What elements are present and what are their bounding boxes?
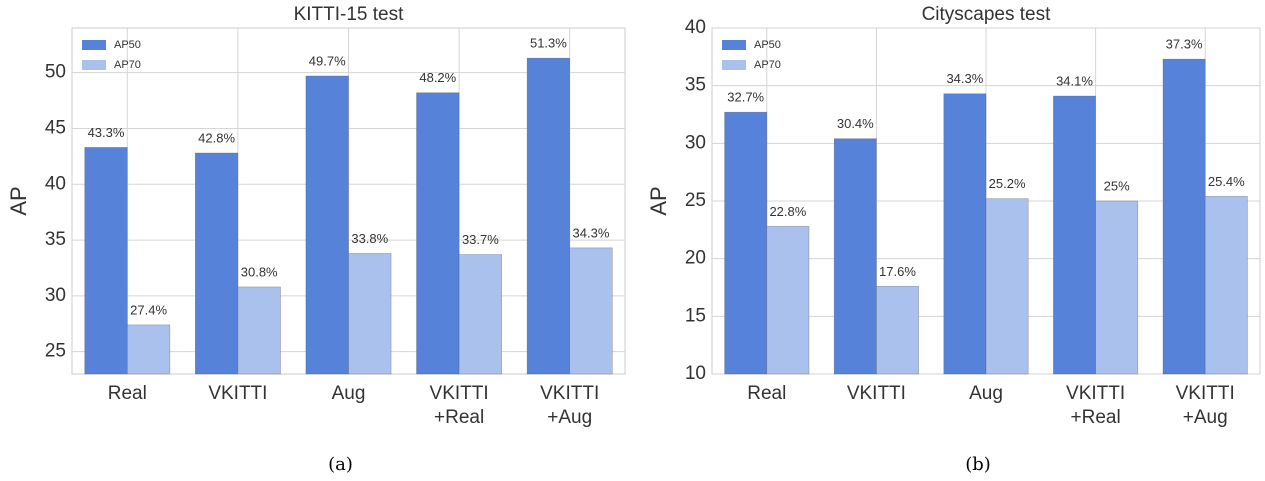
value-label: 25.2% — [989, 176, 1026, 191]
legend-swatch — [82, 40, 106, 50]
value-label: 30.4% — [837, 116, 874, 131]
x-tick-label: VKITTI +Real — [1066, 383, 1125, 428]
x-tick-label: VKITTI — [847, 383, 906, 404]
x-tick-label: VKITTI +Real — [430, 383, 489, 428]
x-tick-line: +Aug — [1183, 407, 1228, 428]
bar — [724, 111, 768, 375]
value-label: 32.7% — [727, 90, 764, 105]
bar — [833, 138, 877, 375]
bar — [458, 254, 502, 375]
x-tick-line: VKITTI — [1176, 383, 1235, 404]
caption: (b) — [965, 454, 991, 475]
x-tick-line: Real — [108, 383, 147, 404]
legend-label: AP50 — [114, 39, 141, 51]
chart-title: KITTI-15 test — [294, 4, 405, 25]
value-label: 22.8% — [769, 204, 806, 219]
bar — [985, 198, 1029, 375]
y-tick-label: 45 — [45, 117, 66, 138]
value-label: 33.8% — [351, 231, 388, 246]
value-label: 37.3% — [1166, 37, 1203, 52]
bar — [416, 92, 460, 375]
y-tick-label: 50 — [45, 62, 66, 83]
legend-label: AP70 — [114, 59, 141, 71]
x-tick-label: Aug — [969, 383, 1003, 404]
value-label: 34.3% — [573, 225, 610, 240]
value-label: 51.3% — [530, 36, 567, 51]
x-tick-line: VKITTI — [430, 383, 489, 404]
x-tick-line: VKITTI — [1066, 383, 1125, 404]
x-tick-label: Real — [747, 383, 786, 404]
y-tick-label: 25 — [45, 341, 66, 362]
y-tick-label: 35 — [685, 75, 706, 96]
bar — [127, 324, 171, 375]
value-label: 48.2% — [419, 70, 456, 85]
y-axis-label: AP — [646, 186, 671, 215]
bar — [1095, 200, 1139, 375]
chart-title: Cityscapes test — [922, 4, 1052, 25]
legend-label: AP70 — [754, 59, 781, 71]
x-tick-line: Aug — [332, 383, 366, 404]
bar — [1162, 58, 1206, 375]
bar — [348, 253, 392, 375]
x-tick-line: VKITTI — [847, 383, 906, 404]
x-tick-label: VKITTI +Aug — [540, 383, 599, 428]
value-label: 17.6% — [879, 264, 916, 279]
y-tick-label: 10 — [685, 363, 706, 384]
x-tick-line: Aug — [969, 383, 1003, 404]
value-label: 34.1% — [1056, 73, 1093, 88]
bar — [195, 152, 239, 375]
bar — [766, 226, 810, 375]
y-tick-label: 30 — [685, 132, 706, 153]
x-tick-label: Real — [108, 383, 147, 404]
x-tick-line: +Real — [1071, 407, 1121, 428]
value-label: 25.4% — [1208, 174, 1245, 189]
x-tick-line: VKITTI — [540, 383, 599, 404]
x-tick-label: Aug — [332, 383, 366, 404]
chart: 10 15 20 25 30 35 40 32.7% 30.4% 34.3% 34.1% 37.3% 2… — [646, 4, 1261, 475]
x-tick-label: VKITTI +Aug — [1176, 383, 1235, 428]
bar — [1053, 95, 1096, 375]
caption: (a) — [328, 454, 353, 475]
bar — [1204, 196, 1248, 375]
bar — [305, 75, 349, 375]
bar — [526, 57, 571, 375]
x-tick-line: +Aug — [547, 407, 592, 428]
value-label: 34.3% — [946, 71, 983, 86]
value-label: 43.3% — [88, 125, 125, 140]
value-label: 30.8% — [241, 264, 278, 279]
value-label: 42.8% — [198, 130, 235, 145]
bar — [943, 93, 987, 375]
bar — [569, 247, 613, 375]
bar — [84, 147, 128, 375]
bar — [237, 286, 281, 375]
y-tick-label: 15 — [685, 305, 706, 326]
x-tick-line: +Real — [434, 407, 484, 428]
value-label: 33.7% — [462, 232, 499, 247]
bar — [876, 286, 919, 375]
legend-label: AP50 — [754, 39, 781, 51]
value-label: 27.4% — [130, 302, 167, 317]
y-axis-label: AP — [6, 186, 31, 215]
y-tick-label: 40 — [45, 173, 66, 194]
legend-swatch — [722, 40, 746, 50]
chart: 25 30 35 40 45 50 43.3% 42.8% 49.7% 48.2% 51.3% 27.… — [6, 4, 626, 475]
legend-swatch — [82, 60, 106, 70]
legend-swatch — [722, 60, 746, 70]
value-label: 49.7% — [309, 53, 346, 68]
x-tick-line: VKITTI — [208, 383, 267, 404]
y-tick-label: 20 — [685, 248, 706, 269]
y-tick-label: 35 — [45, 229, 66, 250]
y-tick-label: 25 — [685, 190, 706, 211]
value-label: 25% — [1104, 178, 1130, 193]
x-tick-label: VKITTI — [208, 383, 267, 404]
y-tick-label: 40 — [685, 17, 706, 38]
y-tick-label: 30 — [45, 285, 66, 306]
x-tick-line: Real — [747, 383, 786, 404]
